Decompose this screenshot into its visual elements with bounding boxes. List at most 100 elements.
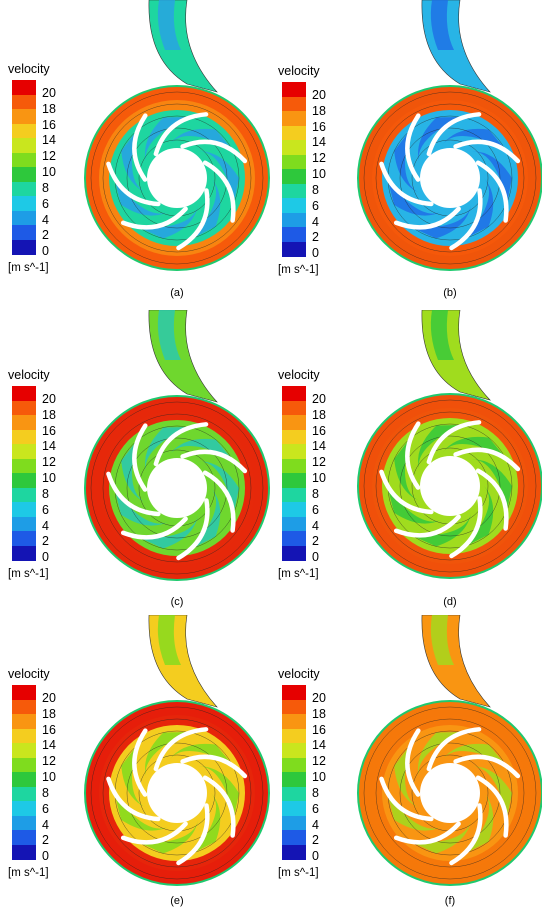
impeller-blade <box>449 496 483 559</box>
legend-tick-label: 10 <box>312 167 326 182</box>
streamline <box>90 401 264 575</box>
blade-channel-region <box>471 459 512 511</box>
legend-swatch <box>282 125 306 141</box>
legend-swatch <box>282 458 306 474</box>
legend-tick-label: 14 <box>42 133 56 148</box>
impeller-blade <box>180 754 248 779</box>
blade-channel-region <box>121 746 147 808</box>
streamline <box>102 103 252 253</box>
impeller-blade <box>120 821 188 845</box>
legend-swatch <box>282 96 306 112</box>
legend-swatch <box>12 458 36 474</box>
legend-tick-label: 6 <box>312 801 319 816</box>
legend-swatch <box>12 109 36 124</box>
legend-tick-label: 6 <box>42 196 49 211</box>
legend-tick-label: 6 <box>42 502 49 517</box>
legend-tick-label: 20 <box>312 88 326 102</box>
legend-tick-label: 2 <box>312 534 319 549</box>
legend-swatch <box>12 138 36 153</box>
impeller-hub <box>147 458 207 518</box>
legend-swatch <box>282 183 306 199</box>
legend-swatch <box>12 487 36 503</box>
blade-channel-region <box>145 426 188 474</box>
impeller-blade <box>180 449 248 474</box>
legend-title: velocity <box>8 62 50 76</box>
legend-tick-label: 0 <box>312 550 319 565</box>
legend-swatch <box>12 786 36 802</box>
panel-label: (f) <box>444 895 456 907</box>
legend-swatch <box>12 757 36 773</box>
blade-channel-region <box>169 743 232 764</box>
legend-swatch <box>282 169 306 184</box>
impeller-blade <box>132 728 148 797</box>
legend-tick-label: 12 <box>42 754 56 769</box>
impeller-blade <box>202 160 236 223</box>
panel-label: (a) <box>170 287 184 299</box>
impeller-blade <box>132 113 148 182</box>
blade-channel-region <box>466 486 494 546</box>
legend-swatch <box>12 415 36 430</box>
legend-swatch <box>282 728 306 744</box>
legend-swatch <box>12 772 36 787</box>
pump-contour-plot <box>357 310 542 579</box>
outlet-low-velocity-core <box>157 615 181 665</box>
impeller-hub <box>420 763 480 823</box>
legend-unit: [m s^-1] <box>8 867 49 879</box>
legend-tick-label: 4 <box>312 518 319 533</box>
impeller-hub <box>420 456 480 516</box>
blade-channel-region <box>394 131 420 193</box>
legend-tick-label: 10 <box>42 471 56 486</box>
legend-swatch <box>12 830 36 845</box>
legend-unit: [m s^-1] <box>278 568 319 580</box>
legend-unit: [m s^-1] <box>278 264 319 276</box>
legend-swatch <box>282 714 306 729</box>
blade-channel-region <box>140 204 199 239</box>
legend-swatch <box>12 473 36 488</box>
legend-tick-label: 6 <box>312 198 319 213</box>
legend-swatch <box>12 714 36 729</box>
impeller-hub <box>147 763 207 823</box>
legend-swatch <box>12 531 36 546</box>
impeller-hub <box>420 148 480 208</box>
legend-title: velocity <box>8 368 50 382</box>
legend-swatch <box>282 772 306 787</box>
impeller-blade <box>106 471 161 517</box>
legend-swatch <box>282 685 306 700</box>
blade-channel-region <box>413 512 472 547</box>
legend-tick-label: 10 <box>312 770 326 785</box>
legend-tick-label: 12 <box>312 151 326 166</box>
blade-channel-region <box>145 731 188 779</box>
legend-tick-label: 4 <box>42 518 49 533</box>
legend-swatch <box>282 386 306 401</box>
blade-channel-region <box>115 490 170 526</box>
streamline <box>363 91 537 265</box>
streamline <box>363 706 537 880</box>
blade-channel-region <box>115 795 170 831</box>
legend-color-bar <box>12 685 36 860</box>
legend-tick-label: 18 <box>312 407 326 422</box>
legend-tick-label: 20 <box>42 86 56 100</box>
legend-tick-label: 16 <box>42 117 56 132</box>
blade-channel-region <box>198 461 239 513</box>
legend-tick-label: 18 <box>312 103 326 118</box>
blade-channel-region <box>442 128 505 149</box>
streamline <box>90 91 264 265</box>
impeller-blade <box>379 469 434 515</box>
streamline <box>363 399 537 573</box>
impeller-blade <box>106 161 161 207</box>
legend-swatch <box>282 212 306 228</box>
legend-swatch <box>12 685 36 700</box>
legend-tick-label: 18 <box>312 706 326 721</box>
legend-swatch <box>12 152 36 168</box>
legend-tick-label: 2 <box>42 833 49 848</box>
legend-tick-label: 2 <box>42 228 49 243</box>
legend-tick-label: 18 <box>42 706 56 721</box>
impeller-blade <box>176 803 210 866</box>
legend-swatch <box>282 415 306 430</box>
legend-tick-label: 18 <box>42 407 56 422</box>
impeller-blade <box>202 775 236 838</box>
legend-tick-label: 12 <box>312 754 326 769</box>
pump-contour-plot <box>84 615 270 886</box>
legend-tick-label: 14 <box>312 738 326 753</box>
